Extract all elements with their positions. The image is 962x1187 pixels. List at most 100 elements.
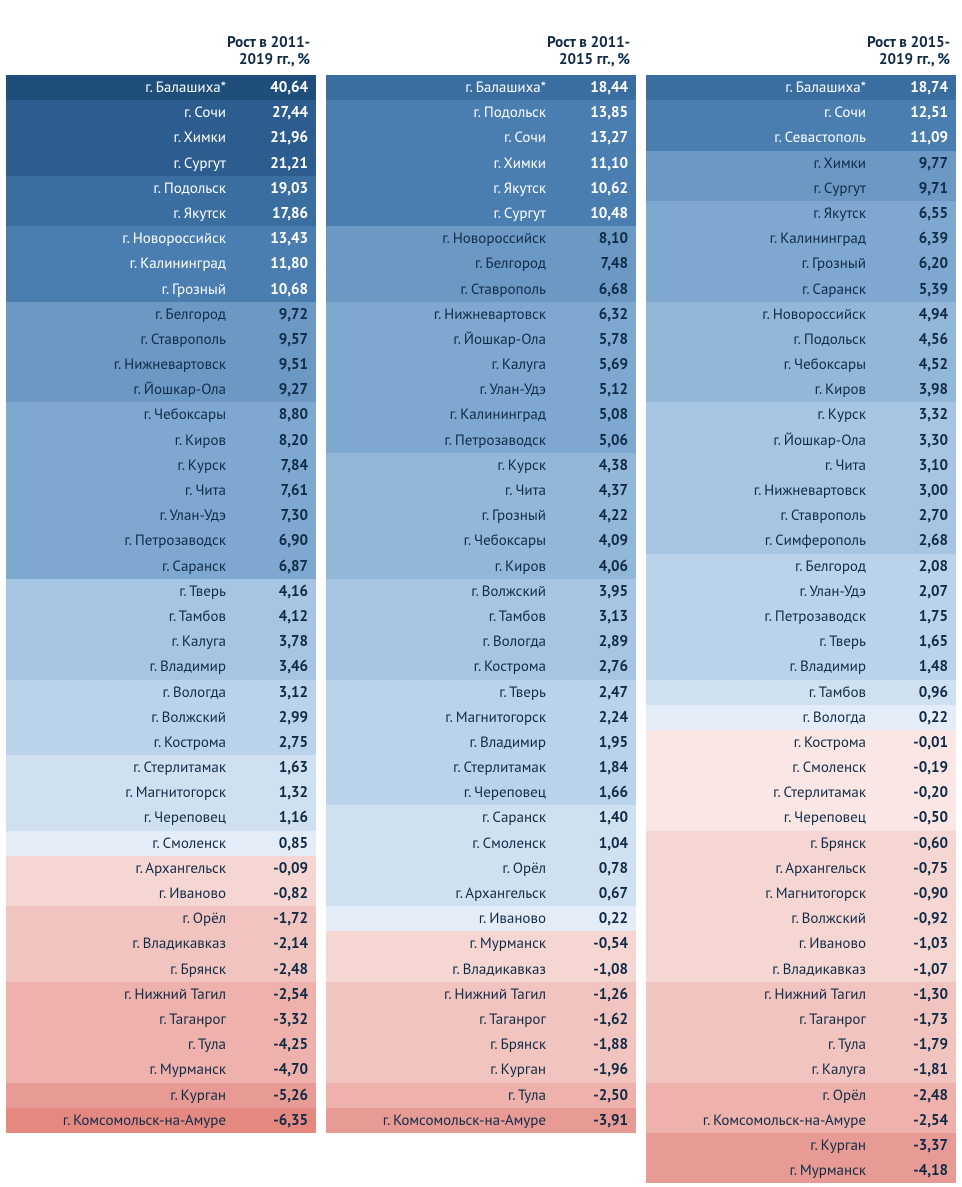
city-cell: г. Химки	[646, 151, 876, 176]
table-row: г. Калуга-1,81	[646, 1057, 956, 1082]
city-cell: г. Череповец	[6, 805, 236, 830]
table-row: г. Балашиха*18,74	[646, 75, 956, 100]
value-cell: 7,48	[556, 251, 636, 276]
value-cell: 1,32	[236, 780, 316, 805]
city-cell: г. Ставрополь	[326, 277, 556, 302]
table-row: г. Калуга3,78	[6, 629, 316, 654]
value-cell: -1,62	[556, 1007, 636, 1032]
table-row: г. Химки9,77	[646, 151, 956, 176]
city-cell: г. Балашиха*	[326, 75, 556, 100]
table-row: г. Петрозаводск1,75	[646, 604, 956, 629]
value-cell: -3,32	[236, 1007, 316, 1032]
value-cell: 8,20	[236, 428, 316, 453]
table-row: г. Орёл0,78	[326, 856, 636, 881]
value-cell: 18,44	[556, 75, 636, 100]
value-cell: 1,04	[556, 831, 636, 856]
table-row: г. Кострома2,75	[6, 730, 316, 755]
value-cell: 6,32	[556, 302, 636, 327]
city-cell: г. Тамбов	[6, 604, 236, 629]
table-row: г. Чебоксары4,09	[326, 528, 636, 553]
value-cell: 1,40	[556, 805, 636, 830]
table-row: г. Иваново0,22	[326, 906, 636, 931]
table-row: г. Киров8,20	[6, 428, 316, 453]
value-cell: -0,75	[876, 856, 956, 881]
table-row: г. Ставрополь9,57	[6, 327, 316, 352]
value-cell: 1,84	[556, 755, 636, 780]
table-row: г. Сочи13,27	[326, 125, 636, 150]
value-cell: -1,81	[876, 1057, 956, 1082]
city-cell: г. Тверь	[646, 629, 876, 654]
city-cell: г. Комсомольск-на-Амуре	[646, 1108, 876, 1133]
table-row: г. Кострома2,76	[326, 654, 636, 679]
table-row: г. Кострома-0,01	[646, 730, 956, 755]
city-cell: г. Кострома	[6, 730, 236, 755]
city-cell: г. Владимир	[326, 730, 556, 755]
table-row: г. Тула-4,25	[6, 1032, 316, 1057]
city-cell: г. Стерлитамак	[646, 780, 876, 805]
value-cell: 18,74	[876, 75, 956, 100]
table-row: г. Тамбов3,13	[326, 604, 636, 629]
value-cell: 1,16	[236, 805, 316, 830]
city-cell: г. Нижневартовск	[6, 352, 236, 377]
value-cell: 6,39	[876, 226, 956, 251]
table-row: г. Курск7,84	[6, 453, 316, 478]
value-cell: -1,26	[556, 982, 636, 1007]
city-cell: г. Иваново	[6, 881, 236, 906]
city-cell: г. Сочи	[646, 100, 876, 125]
table-row: г. Архангельск-0,09	[6, 856, 316, 881]
value-cell: 12,51	[876, 100, 956, 125]
value-cell: -1,03	[876, 931, 956, 956]
value-cell: 11,10	[556, 151, 636, 176]
value-cell: 0,96	[876, 680, 956, 705]
table-row: г. Курган-1,96	[326, 1057, 636, 1082]
column-header: Рост в 2011-2015 гг., %	[326, 4, 636, 75]
table-row: г. Химки21,96	[6, 125, 316, 150]
table-row: г. Чита7,61	[6, 478, 316, 503]
value-cell: -0,50	[876, 805, 956, 830]
value-cell: 8,80	[236, 402, 316, 427]
table-row: г. Подольск4,56	[646, 327, 956, 352]
city-cell: г. Архангельск	[646, 856, 876, 881]
table-row: г. Волжский-0,92	[646, 906, 956, 931]
city-cell: г. Вологда	[646, 705, 876, 730]
table-row: г. Комсомольск-на-Амуре-2,54	[646, 1108, 956, 1133]
table-row: г. Белгород2,08	[646, 554, 956, 579]
table-row: г. Подольск13,85	[326, 100, 636, 125]
table-row: г. Череповец1,66	[326, 780, 636, 805]
value-cell: 1,65	[876, 629, 956, 654]
value-cell: 4,22	[556, 503, 636, 528]
table-row: г. Ставрополь6,68	[326, 277, 636, 302]
value-cell: 3,12	[236, 680, 316, 705]
value-cell: -1,07	[876, 957, 956, 982]
table-row: г. Иваново-1,03	[646, 931, 956, 956]
table-row: г. Волжский2,99	[6, 705, 316, 730]
value-cell: 10,48	[556, 201, 636, 226]
table-row: г. Владикавказ-1,07	[646, 957, 956, 982]
city-cell: г. Брянск	[326, 1032, 556, 1057]
table-row: г. Вологда3,12	[6, 680, 316, 705]
table-row: г. Киров3,98	[646, 377, 956, 402]
value-cell: 9,51	[236, 352, 316, 377]
city-cell: г. Балашиха*	[646, 75, 876, 100]
value-cell: -1,79	[876, 1032, 956, 1057]
value-cell: 4,37	[556, 478, 636, 503]
value-cell: 3,78	[236, 629, 316, 654]
value-cell: 3,00	[876, 478, 956, 503]
city-cell: г. Калуга	[6, 629, 236, 654]
city-cell: г. Подольск	[6, 176, 236, 201]
city-cell: г. Тула	[6, 1032, 236, 1057]
value-cell: 5,12	[556, 377, 636, 402]
city-cell: г. Калининград	[646, 226, 876, 251]
city-cell: г. Сочи	[326, 125, 556, 150]
table-row: г. Балашиха*40,64	[6, 75, 316, 100]
value-cell: 1,75	[876, 604, 956, 629]
table-row: г. Грозный6,20	[646, 251, 956, 276]
city-cell: г. Сургут	[646, 176, 876, 201]
value-cell: 2,47	[556, 680, 636, 705]
table-row: г. Тула-2,50	[326, 1083, 636, 1108]
table-row: г. Чита4,37	[326, 478, 636, 503]
table-row: г. Якутск6,55	[646, 201, 956, 226]
table-row: г. Нижний Тагил-1,26	[326, 982, 636, 1007]
table-row: г. Тула-1,79	[646, 1032, 956, 1057]
city-cell: г. Магнитогорск	[326, 705, 556, 730]
